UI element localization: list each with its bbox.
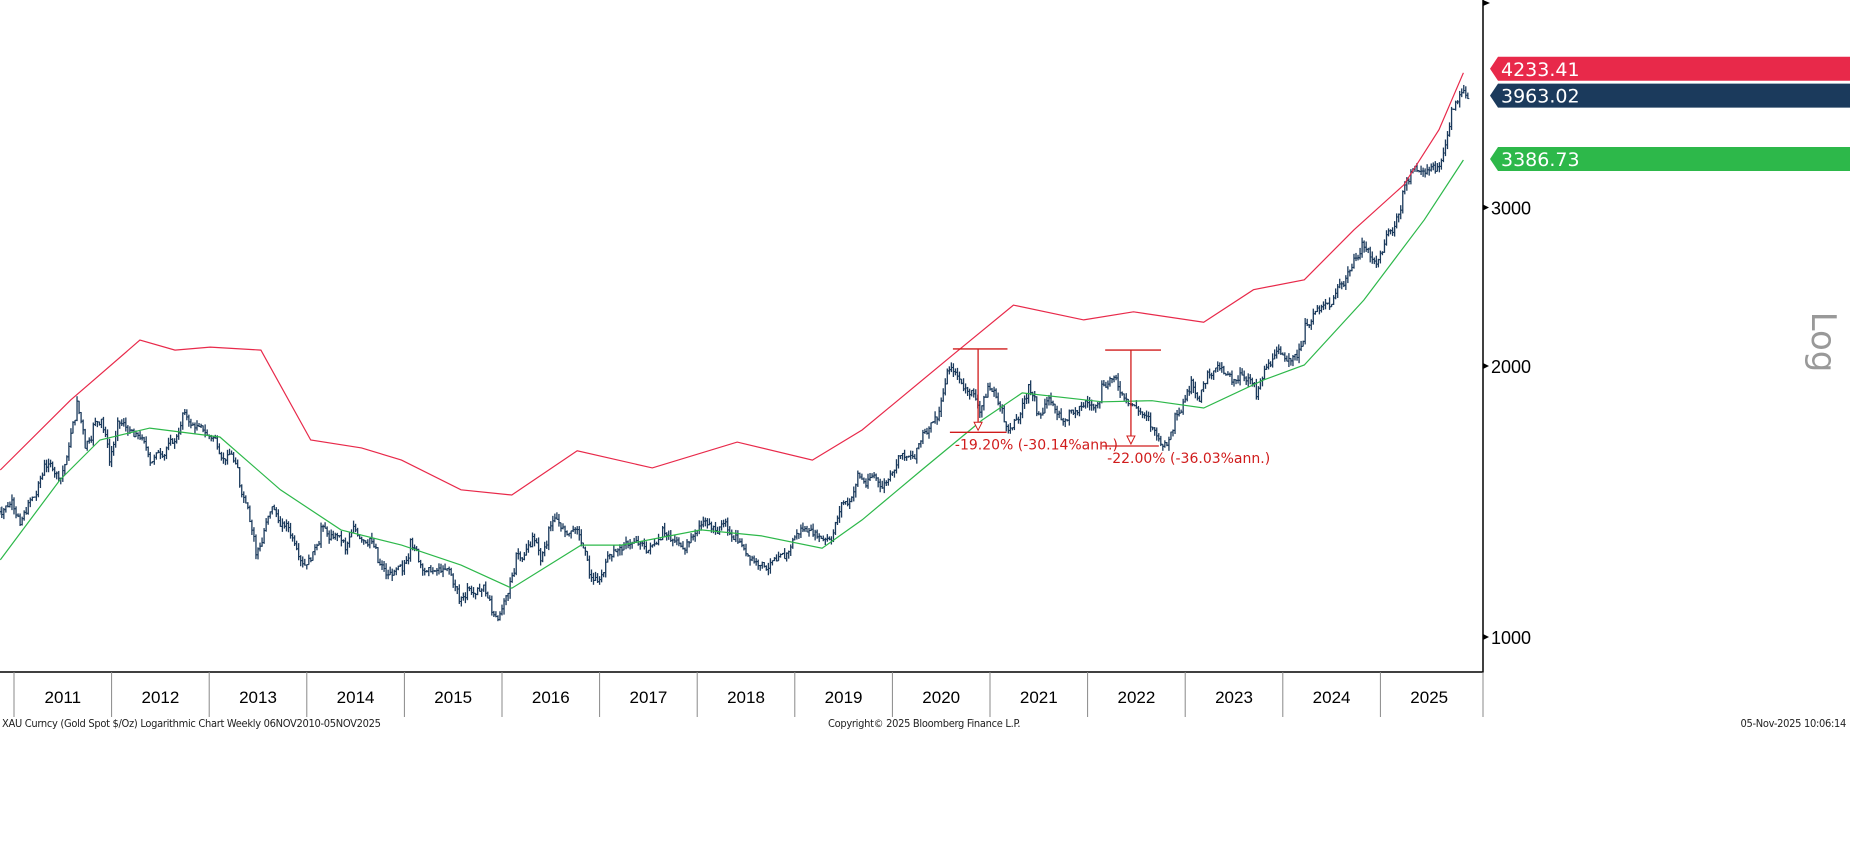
tag-value: 4233.41 (1501, 59, 1580, 81)
arrow-down-icon (1126, 435, 1136, 446)
x-tick-label: 2025 (1410, 688, 1448, 707)
y-axis-label: Log (1803, 312, 1843, 373)
x-tick-label: 2013 (239, 688, 277, 707)
x-tick-label: 2015 (434, 688, 472, 707)
lower-band-line (0, 159, 1464, 589)
tag-value: 3386.73 (1501, 149, 1580, 171)
x-tick-label: 2019 (825, 688, 863, 707)
x-tick-label: 2020 (922, 688, 960, 707)
tag-value: 3963.02 (1501, 86, 1580, 108)
x-tick-label: 2011 (45, 688, 82, 707)
y-tick (1483, 362, 1489, 369)
y-tick-label: 2000 (1491, 357, 1531, 377)
x-tick-label: 2022 (1117, 688, 1155, 707)
last-value-tag: 3386.73 (1490, 147, 1850, 172)
drawdown-label: -19.20% (-30.14%ann.) (955, 437, 1118, 453)
last-value-tag: 3963.02 (1490, 83, 1850, 108)
tag-shape (1490, 56, 1850, 81)
bands (0, 72, 1464, 589)
arrow-down-icon (973, 421, 983, 432)
x-tick-label: 2016 (532, 688, 570, 707)
last-value-tag: 4233.41 (1490, 56, 1850, 81)
drawdown-annotation: -22.00% (-36.03%ann.) (1102, 349, 1270, 467)
x-tick-label: 2012 (141, 688, 179, 707)
y-tick-label: 1000 (1491, 628, 1531, 648)
tag-shape (1490, 83, 1850, 108)
axes: 1000 2000 3000 Log 2011 2012 2013 2014 2015 2016 2… (0, 0, 1843, 717)
price-bars (0, 84, 1470, 622)
gold-price-chart: -19.20% (-30.14%ann.)-22.00% (-36.03%ann… (0, 0, 1850, 717)
footer-copyright: Copyright© 2025 Bloomberg Finance L.P. (828, 717, 1021, 730)
x-tick-label: 2014 (337, 688, 375, 707)
upper-band-line (0, 72, 1464, 496)
y-tick (1483, 634, 1489, 640)
x-tick-label: 2023 (1215, 688, 1253, 707)
axis-top-tick (1483, 0, 1490, 6)
last-value-tags: 4233.41 3963.02 3386.73 (1490, 56, 1850, 172)
x-tick-label: 2021 (1020, 688, 1058, 707)
tag-shape (1490, 147, 1850, 172)
drawdown-annotation: -19.20% (-30.14%ann.) (949, 348, 1118, 453)
x-tick-label: 2024 (1313, 688, 1351, 707)
y-tick-label: 3000 (1491, 198, 1531, 218)
drawdown-label: -22.00% (-36.03%ann.) (1107, 451, 1270, 467)
x-tick-label: 2018 (727, 688, 765, 707)
drawdown-annotations: -19.20% (-30.14%ann.)-22.00% (-36.03%ann… (949, 348, 1270, 467)
y-tick (1483, 204, 1489, 211)
footer-timestamp: 05-Nov-2025 10:06:14 (1740, 717, 1846, 730)
footer-description: XAU Curncy (Gold Spot $/Oz) Logarithmic … (2, 717, 381, 730)
x-tick-label: 2017 (629, 688, 667, 707)
